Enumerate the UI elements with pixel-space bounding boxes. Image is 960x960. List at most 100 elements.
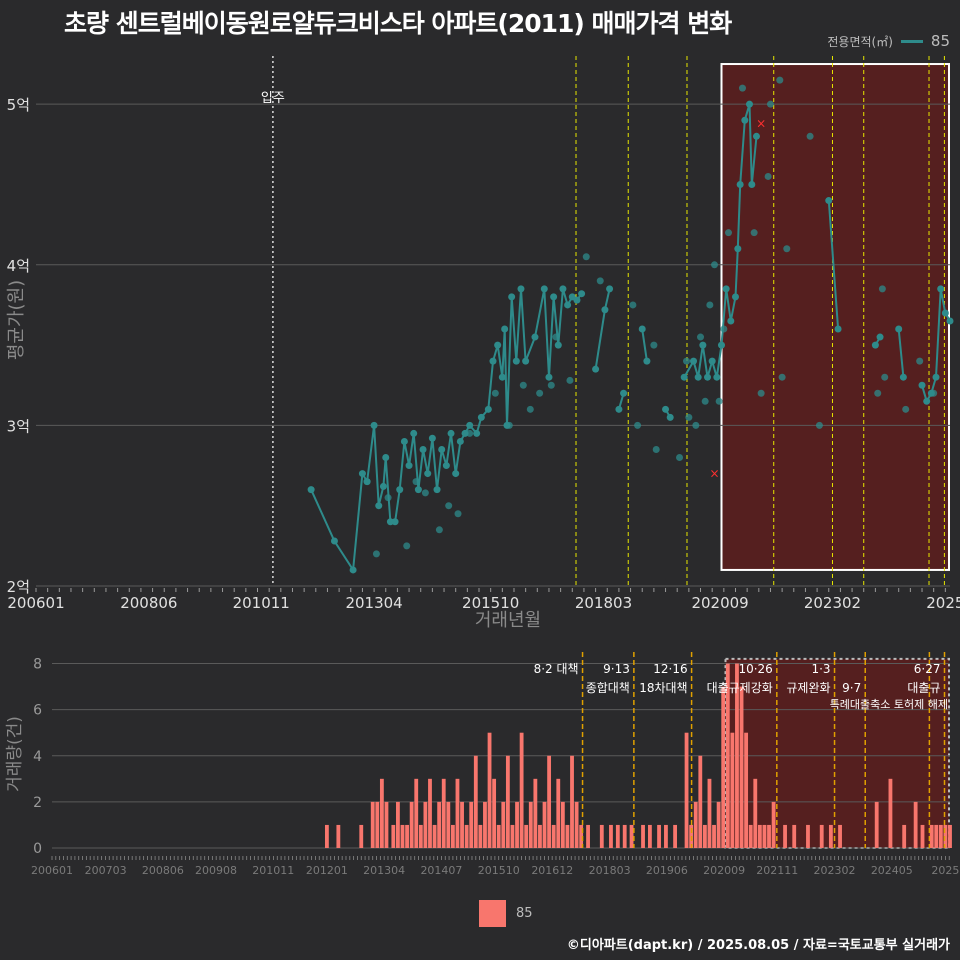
series-point bbox=[512, 357, 520, 365]
series-point bbox=[927, 389, 935, 397]
series-point bbox=[713, 373, 721, 381]
series-point bbox=[708, 357, 716, 365]
scatter-point bbox=[815, 421, 823, 429]
y-tick-label: 4억 bbox=[7, 257, 30, 275]
volume-x-tick: 202111 bbox=[756, 864, 798, 877]
scatter-point bbox=[634, 421, 642, 429]
series-point bbox=[941, 309, 949, 317]
scatter-point bbox=[874, 389, 882, 397]
scatter-point bbox=[676, 454, 684, 462]
volume-bar bbox=[538, 824, 542, 848]
series-point bbox=[452, 470, 460, 478]
volume-bar bbox=[519, 732, 524, 848]
scatter-point bbox=[711, 261, 719, 269]
volume-bar bbox=[664, 824, 668, 848]
volume-bar bbox=[409, 801, 414, 848]
volume-bar bbox=[735, 663, 739, 848]
volume-bar bbox=[673, 824, 678, 848]
chart-title: 초량 센트럴베이동원로얄듀크비스타 아파트(2011) 매매가격 변화 bbox=[64, 9, 732, 38]
legend-top-label: 전용면적(㎡) bbox=[827, 34, 893, 49]
volume-bar bbox=[446, 801, 451, 848]
series-point bbox=[330, 537, 338, 545]
volume-bar bbox=[744, 732, 749, 848]
volume-bar bbox=[441, 778, 446, 848]
x-tick-label: 202009 bbox=[691, 594, 748, 612]
policy-extra-label: 특례대출축소 토허제 해제 bbox=[830, 697, 948, 711]
volume-bar bbox=[948, 824, 952, 848]
policy-date-label: 12·16 bbox=[653, 662, 687, 676]
volume-bar bbox=[528, 801, 533, 848]
series-point bbox=[405, 462, 413, 470]
volume-bar bbox=[324, 824, 329, 848]
legend-bottom-value: 85 bbox=[516, 906, 533, 921]
policy-name-label: 대출규 bbox=[907, 681, 940, 695]
scatter-point bbox=[902, 405, 910, 413]
scatter-point bbox=[650, 341, 658, 349]
scatter-point bbox=[878, 285, 886, 293]
series-line bbox=[641, 328, 648, 362]
volume-y-tick: 2 bbox=[33, 795, 42, 811]
scatter-point bbox=[697, 333, 705, 341]
volume-bar bbox=[725, 663, 730, 848]
series-point bbox=[825, 197, 833, 205]
scatter-point bbox=[435, 526, 443, 534]
scatter-point bbox=[652, 445, 660, 453]
volume-bar bbox=[579, 824, 584, 848]
volume-bar bbox=[828, 824, 833, 848]
series-point bbox=[704, 373, 712, 381]
legend-bar-swatch bbox=[479, 900, 506, 927]
scatter-point bbox=[372, 550, 380, 558]
series-point bbox=[554, 341, 562, 349]
series-point bbox=[918, 381, 926, 389]
volume-x-tick: 2025 bbox=[931, 864, 959, 877]
volume-bar bbox=[432, 824, 437, 848]
volume-bar bbox=[515, 801, 519, 848]
series-point bbox=[466, 421, 474, 429]
volume-bar bbox=[460, 801, 464, 848]
series-point bbox=[741, 116, 749, 124]
volume-bar bbox=[702, 824, 707, 848]
scatter-point bbox=[783, 245, 791, 253]
series-point bbox=[447, 429, 455, 437]
x-tick-label: 201510 bbox=[462, 594, 519, 612]
volume-bar bbox=[505, 755, 510, 848]
y-tick-label: 3억 bbox=[7, 417, 30, 435]
volume-bar bbox=[384, 801, 389, 848]
volume-bar bbox=[757, 824, 762, 848]
volume-bar bbox=[469, 801, 474, 848]
scatter-point bbox=[692, 421, 700, 429]
y-tick-label: 2억 bbox=[7, 578, 30, 596]
volume-bar bbox=[370, 801, 375, 848]
scatter-point bbox=[596, 277, 604, 285]
volume-bar bbox=[913, 801, 918, 848]
scatter-point bbox=[536, 389, 544, 397]
volume-y-tick: 4 bbox=[33, 749, 42, 765]
series-point bbox=[662, 405, 670, 413]
series-point bbox=[638, 325, 646, 333]
volume-bar bbox=[771, 801, 776, 848]
volume-bar bbox=[712, 824, 716, 848]
scatter-point bbox=[806, 132, 814, 140]
series-point bbox=[680, 373, 688, 381]
series-point bbox=[620, 389, 628, 397]
series-point bbox=[375, 502, 383, 510]
volume-x-tick: 200806 bbox=[142, 864, 184, 877]
x-tick-label: 200601 bbox=[7, 594, 64, 612]
volume-bar bbox=[547, 755, 552, 848]
policy-name-label: 대출규제강화 bbox=[707, 681, 773, 695]
volume-bar bbox=[405, 824, 409, 848]
series-point bbox=[643, 357, 651, 365]
volume-bar bbox=[574, 801, 579, 848]
volume-bar bbox=[920, 824, 925, 848]
volume-bar bbox=[336, 824, 341, 848]
volume-x-tick: 201407 bbox=[420, 864, 462, 877]
policy-date-label: 10·26 bbox=[738, 662, 772, 676]
scatter-point bbox=[757, 389, 765, 397]
x-tick-label: 200806 bbox=[120, 594, 177, 612]
volume-bar bbox=[423, 801, 428, 848]
policy-name-label: 18차대책 bbox=[639, 680, 687, 695]
series-point bbox=[489, 357, 497, 365]
series-point bbox=[503, 421, 511, 429]
volume-x-tick: 202302 bbox=[814, 864, 856, 877]
volume-bar bbox=[542, 801, 547, 848]
